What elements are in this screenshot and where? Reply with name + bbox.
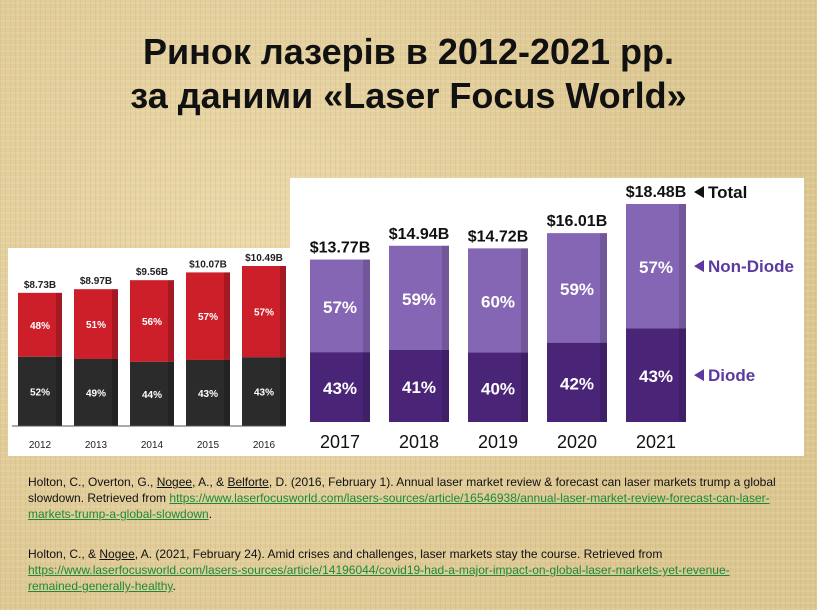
label-nondiode-2014: 56% bbox=[142, 317, 162, 328]
label-nondiode-2012: 48% bbox=[30, 321, 50, 332]
x-tick-2017: 2017 bbox=[320, 432, 360, 452]
bar-shade-2019 bbox=[521, 248, 528, 422]
total-label-2021: $18.48B bbox=[626, 184, 687, 201]
bar-diode-2020 bbox=[547, 342, 607, 422]
label-nondiode-2015: 57% bbox=[198, 312, 218, 323]
bar-shade-2018 bbox=[442, 245, 449, 422]
label-nondiode-2021: 57% bbox=[639, 258, 673, 277]
x-tick-2019: 2019 bbox=[478, 432, 518, 452]
label-diode-2021: 43% bbox=[639, 367, 673, 386]
title-line-2: за даними «Laser Focus World» bbox=[130, 75, 687, 116]
label-nondiode-2013: 51% bbox=[86, 320, 106, 331]
total-label-2016: $10.49B bbox=[245, 253, 283, 264]
bar-nondiode-2018 bbox=[389, 245, 449, 350]
non-diode-arrow-icon bbox=[694, 260, 704, 273]
bar-diode-2012 bbox=[18, 356, 62, 426]
bar-shade-2021 bbox=[679, 204, 686, 422]
x-tick-2013: 2013 bbox=[85, 440, 108, 451]
bar-nondiode-2020 bbox=[547, 233, 607, 343]
bar-shade-2014 bbox=[168, 280, 174, 426]
diode-arrow-icon bbox=[694, 369, 704, 382]
ref1-link[interactable]: https://www.laserfocusworld.com/lasers-s… bbox=[28, 491, 770, 521]
chart-2017-2021-svg: 43% 57% $13.77B 2017 41% 59% $14.94B 2018 40% 60%… bbox=[310, 183, 794, 452]
label-diode-2013: 49% bbox=[86, 388, 106, 399]
bar-diode-2019 bbox=[468, 352, 528, 422]
ref1-end: . bbox=[208, 507, 213, 521]
bar-diode-2014 bbox=[130, 361, 174, 426]
bar-diode-2017 bbox=[310, 352, 370, 422]
label-nondiode-2019: 60% bbox=[481, 292, 515, 311]
label-nondiode-2017: 57% bbox=[323, 298, 357, 317]
annotation-non-diode: Non-Diode bbox=[708, 257, 794, 276]
annotation-total: Total bbox=[708, 183, 747, 202]
bar-diode-2016 bbox=[242, 357, 286, 426]
ref2-end: . bbox=[172, 579, 176, 593]
bar-shade-2013 bbox=[112, 289, 118, 426]
label-diode-2018: 41% bbox=[402, 378, 436, 397]
bar-shade-2012 bbox=[56, 292, 62, 426]
bar-nondiode-2017 bbox=[310, 259, 370, 353]
label-nondiode-2020: 59% bbox=[560, 280, 594, 299]
ref1-name-b: Belforte bbox=[227, 475, 269, 489]
annotation-diode: Diode bbox=[708, 366, 755, 385]
ref1-name-sep: , A., & bbox=[192, 475, 228, 489]
chart-2017-2021: 43% 57% $13.77B 2017 41% 59% $14.94B 2018 40% 60%… bbox=[290, 178, 804, 456]
x-tick-2014: 2014 bbox=[141, 440, 164, 451]
label-diode-2014: 44% bbox=[142, 390, 162, 401]
total-label-2020: $16.01B bbox=[547, 213, 608, 230]
total-label-2013: $8.97B bbox=[80, 276, 112, 287]
bar-shade-2015 bbox=[224, 272, 230, 426]
x-tick-2021: 2021 bbox=[636, 432, 676, 452]
ref2-name-a: Nogee bbox=[99, 547, 135, 561]
label-diode-2012: 52% bbox=[30, 387, 50, 398]
total-arrow-icon bbox=[694, 186, 704, 198]
ref1-name-a: Nogee bbox=[156, 475, 193, 489]
bar-diode-2021 bbox=[626, 328, 686, 422]
label-nondiode-2016: 57% bbox=[254, 308, 274, 319]
x-tick-2016: 2016 bbox=[253, 440, 276, 451]
label-diode-2016: 43% bbox=[254, 388, 274, 399]
bar-nondiode-2014 bbox=[130, 280, 174, 362]
bar-diode-2018 bbox=[389, 349, 449, 422]
reference-2: Holton, C., & Nogee, A. (2021, February … bbox=[28, 546, 778, 594]
bar-nondiode-2019 bbox=[468, 248, 528, 353]
ref2-authors: Holton, C., & bbox=[28, 547, 100, 561]
total-label-2015: $10.07B bbox=[189, 259, 227, 270]
ref1-text: , D. (2016, February 1). Annual laser ma… bbox=[28, 475, 776, 505]
x-tick-2020: 2020 bbox=[557, 432, 597, 452]
bar-nondiode-2012 bbox=[18, 292, 62, 357]
x-tick-2018: 2018 bbox=[399, 432, 439, 452]
bar-shade-2020 bbox=[600, 233, 607, 422]
bar-nondiode-2016 bbox=[242, 266, 286, 358]
chart-2012-2016: 52% 48% $8.73B 2012 49% 51% $8.97B 2013 44% 56% $9… bbox=[8, 248, 290, 456]
ref2-text: , A. (2021, February 24). Amid crises an… bbox=[134, 547, 663, 561]
bar-nondiode-2013 bbox=[74, 289, 118, 359]
bar-diode-2015 bbox=[186, 359, 230, 426]
label-diode-2020: 42% bbox=[560, 374, 594, 393]
label-diode-2015: 43% bbox=[198, 389, 218, 400]
ref2-link[interactable]: https://www.laserfocusworld.com/lasers-s… bbox=[28, 563, 730, 593]
x-tick-2012: 2012 bbox=[29, 440, 52, 451]
label-diode-2017: 43% bbox=[323, 379, 357, 398]
total-label-2018: $14.94B bbox=[389, 226, 450, 243]
bar-shade-2017 bbox=[363, 259, 370, 422]
total-label-2014: $9.56B bbox=[136, 267, 168, 278]
total-label-2012: $8.73B bbox=[24, 280, 56, 291]
bar-shade-2016 bbox=[280, 266, 286, 426]
bar-nondiode-2015 bbox=[186, 272, 230, 360]
label-nondiode-2018: 59% bbox=[402, 290, 436, 309]
title-line-1: Ринок лазерів в 2012-2021 рр. bbox=[142, 31, 675, 72]
ref1-authors: Holton, C., Overton, G., bbox=[28, 475, 157, 489]
x-tick-2015: 2015 bbox=[197, 440, 220, 451]
total-label-2019: $14.72B bbox=[468, 228, 529, 245]
reference-1: Holton, C., Overton, G., Nogee, A., & Be… bbox=[28, 474, 778, 522]
label-diode-2019: 40% bbox=[481, 379, 515, 398]
total-label-2017: $13.77B bbox=[310, 240, 371, 257]
bar-nondiode-2021 bbox=[626, 204, 686, 329]
slide-title: Ринок лазерів в 2012-2021 рр. за даними … bbox=[0, 30, 817, 118]
bar-diode-2013 bbox=[74, 358, 118, 426]
chart-2012-2016-svg: 52% 48% $8.73B 2012 49% 51% $8.97B 2013 44% 56% $9… bbox=[12, 253, 286, 451]
